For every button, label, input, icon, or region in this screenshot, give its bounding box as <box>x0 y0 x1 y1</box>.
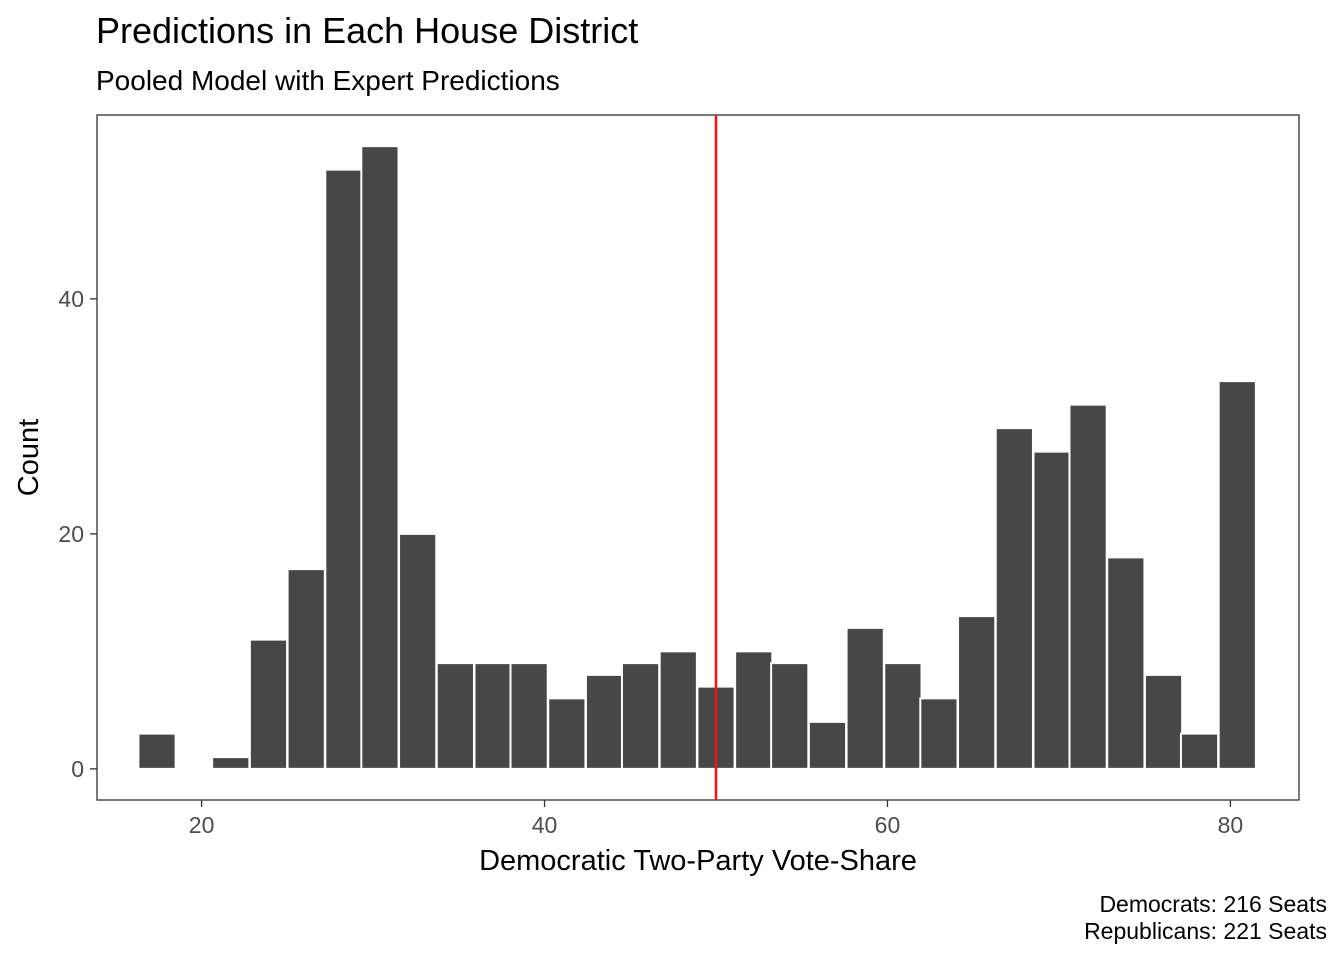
histogram-bar <box>248 638 289 770</box>
y-tick-label: 40 <box>58 286 84 312</box>
histogram-bar <box>807 720 848 770</box>
histogram-bar <box>734 650 774 770</box>
y-axis-title: Count <box>13 419 45 496</box>
y-tick-label: 0 <box>71 756 84 782</box>
histogram-bar <box>1179 732 1220 770</box>
x-axis-title: Democratic Two-Party Vote-Share <box>479 845 917 877</box>
histogram-bar <box>547 697 587 770</box>
x-tick-label: 60 <box>875 812 901 838</box>
x-tick-label: 40 <box>532 812 558 838</box>
histogram-bar <box>845 626 885 770</box>
histogram-bar <box>360 145 400 770</box>
histogram-bar <box>211 756 251 770</box>
histogram-bar <box>473 662 513 770</box>
caption-republicans: Republicans: 221 Seats <box>1084 918 1327 944</box>
histogram-bar <box>398 532 438 770</box>
histogram-bar <box>957 615 997 770</box>
caption-democrats: Democrats: 216 Seats <box>1099 891 1327 917</box>
histogram-bar <box>584 673 625 770</box>
histogram-bar <box>509 662 549 770</box>
histogram-bar <box>770 662 810 770</box>
histogram-bar <box>1106 556 1146 770</box>
histogram-bar <box>286 568 326 770</box>
histogram-bar <box>1217 380 1257 770</box>
bars-group <box>137 145 1257 770</box>
y-tick-label: 20 <box>58 521 84 547</box>
histogram-bar <box>1068 403 1108 770</box>
histogram-bar <box>1032 450 1072 770</box>
histogram-bar <box>919 697 959 770</box>
chart-title: Predictions in Each House District <box>96 10 638 51</box>
x-axis: 20 40 60 80 <box>189 800 1243 838</box>
histogram-bar <box>883 662 923 770</box>
histogram-bar <box>658 650 698 770</box>
chart-subtitle: Pooled Model with Expert Predictions <box>96 65 560 96</box>
histogram-bar <box>620 662 661 770</box>
histogram-bar <box>994 427 1034 770</box>
x-tick-label: 80 <box>1218 812 1244 838</box>
histogram-bar <box>324 168 364 770</box>
y-axis: 0 20 40 <box>58 286 97 782</box>
histogram-bar <box>435 662 475 770</box>
histogram-bar <box>1143 673 1184 770</box>
x-tick-label: 20 <box>189 812 215 838</box>
histogram-bar <box>137 732 177 770</box>
